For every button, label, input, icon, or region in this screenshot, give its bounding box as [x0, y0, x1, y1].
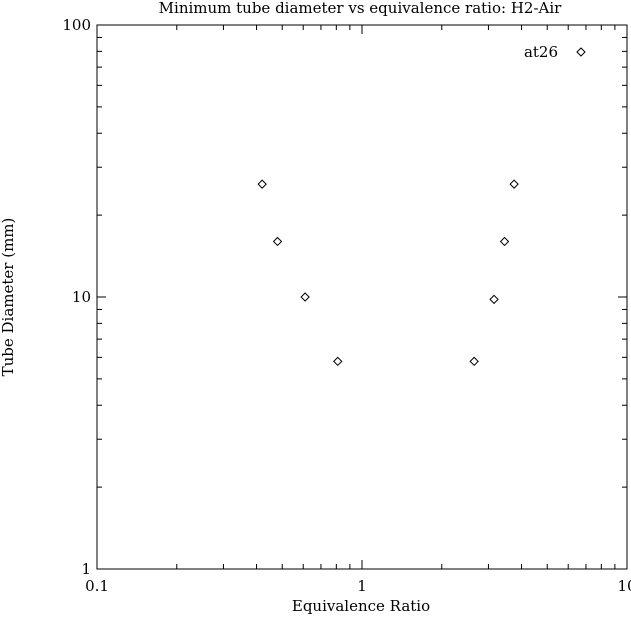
data-point — [499, 236, 510, 247]
legend: at26 — [524, 43, 586, 61]
ticks-layer: 0.1110110100 — [62, 16, 631, 595]
data-point — [333, 356, 343, 367]
legend-label: at26 — [524, 43, 558, 61]
x-tick-label: 0.1 — [85, 577, 109, 595]
legend-marker — [576, 47, 586, 57]
y-tick-label: 100 — [62, 16, 91, 34]
x-tick-label: 10 — [617, 577, 631, 595]
y-tick-label: 10 — [72, 288, 91, 306]
data-point — [257, 179, 267, 189]
data-point — [300, 292, 310, 302]
data-markers — [257, 179, 519, 367]
data-point — [272, 236, 283, 247]
y-axis-label: Tube Diameter (mm) — [0, 218, 17, 377]
chart-title: Minimum tube diameter vs equivalence rat… — [159, 0, 563, 17]
plot-frame — [96, 24, 628, 570]
x-axis-label: Equivalence Ratio — [292, 597, 430, 615]
data-point — [469, 356, 479, 367]
data-point — [489, 294, 499, 305]
y-tick-label: 1 — [81, 560, 91, 578]
data-point — [509, 179, 519, 189]
x-tick-label: 1 — [357, 577, 367, 595]
